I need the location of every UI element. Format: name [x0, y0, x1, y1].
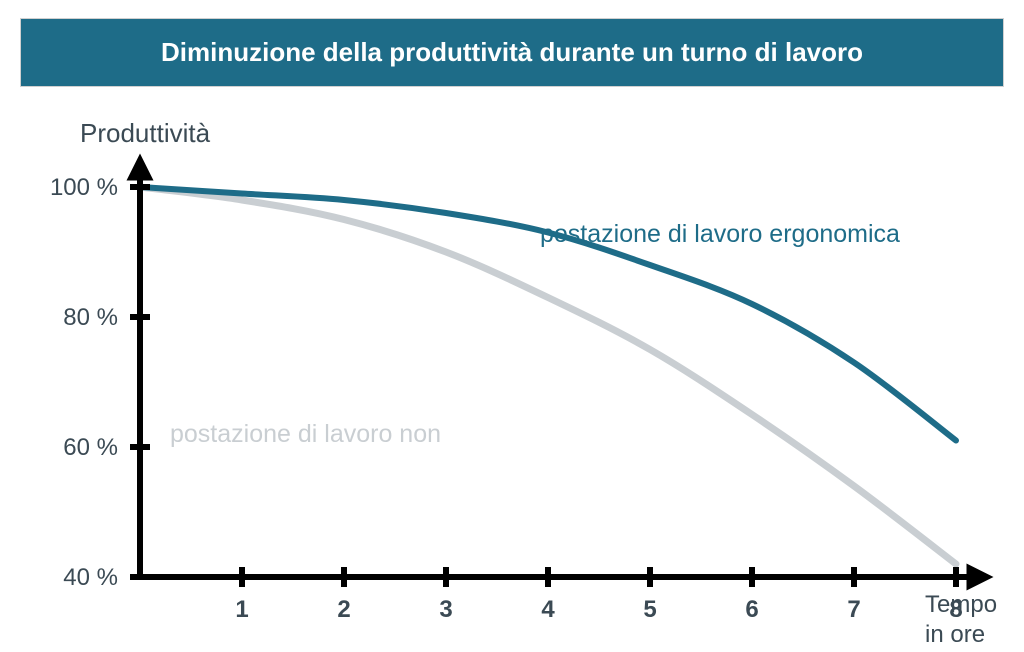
y-tick-label: 80 %	[63, 304, 118, 331]
chart-svg: 40 %60 %80 %100 %12345678ProduttivitàTem…	[20, 107, 1004, 652]
x-axis-label-line2: in ore	[925, 621, 985, 648]
y-axis-label: Produttività	[80, 118, 211, 148]
x-axis-label-line1: Tempo	[925, 591, 997, 618]
chart-title-bar: Diminuzione della produttività durante u…	[20, 18, 1004, 87]
y-tick-label: 100 %	[50, 174, 118, 201]
x-tick-label: 5	[643, 596, 656, 623]
x-tick-label: 7	[847, 596, 860, 623]
y-tick-label: 40 %	[63, 564, 118, 591]
series-label-non-ergonomic: postazione di lavoro non	[170, 420, 441, 448]
x-tick-label: 6	[745, 596, 758, 623]
chart-title-text: Diminuzione della produttività durante u…	[161, 37, 863, 67]
x-tick-label: 2	[337, 596, 350, 623]
series-label-ergonomic: postazione di lavoro ergonomica	[540, 220, 900, 248]
x-tick-label: 4	[541, 596, 555, 623]
x-tick-label: 3	[439, 596, 452, 623]
y-tick-label: 60 %	[63, 434, 118, 461]
x-tick-label: 1	[235, 596, 248, 623]
productivity-chart: 40 %60 %80 %100 %12345678ProduttivitàTem…	[20, 107, 1004, 652]
